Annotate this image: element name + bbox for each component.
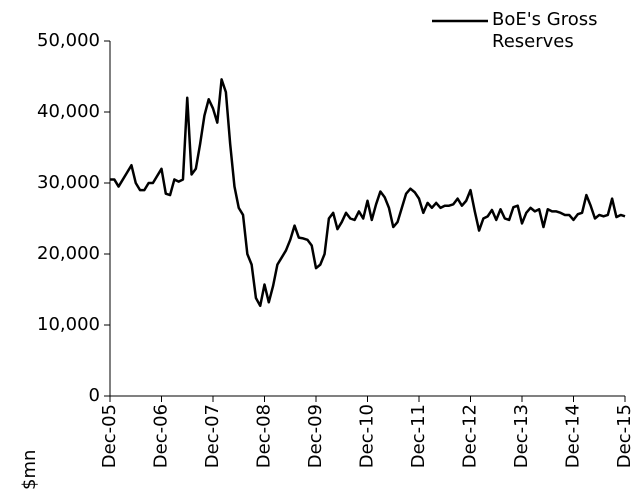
x-tick-label: Dec-11 bbox=[408, 404, 429, 468]
y-tick-label: 10,000 bbox=[37, 314, 100, 335]
line-series bbox=[110, 78, 626, 308]
legend-label: BoE's Gross Reserves bbox=[492, 9, 598, 52]
x-tick-label: Dec-13 bbox=[511, 404, 532, 468]
x-tick-label: Dec-08 bbox=[254, 404, 275, 468]
x-tick-label: Dec-09 bbox=[305, 404, 326, 468]
x-tick-label: Dec-06 bbox=[151, 404, 172, 468]
x-tick-label: Dec-07 bbox=[202, 404, 223, 468]
y-tick-label: 50,000 bbox=[37, 30, 100, 51]
y-tick-label: 40,000 bbox=[37, 101, 100, 122]
x-tick-label: Dec-10 bbox=[357, 404, 378, 468]
y-tick-label: 30,000 bbox=[37, 172, 100, 193]
x-tick-label: Dec-12 bbox=[460, 404, 481, 468]
x-tick-label: Dec-14 bbox=[563, 404, 584, 468]
x-tick-label: Dec-05 bbox=[99, 404, 120, 468]
y-axis-label: $mn bbox=[19, 450, 40, 490]
legend: BoE's Gross Reserves bbox=[492, 9, 598, 52]
y-tick-label: 0 bbox=[89, 385, 100, 406]
x-tick-label: Dec-15 bbox=[614, 404, 635, 468]
y-tick-label: 20,000 bbox=[37, 243, 100, 264]
